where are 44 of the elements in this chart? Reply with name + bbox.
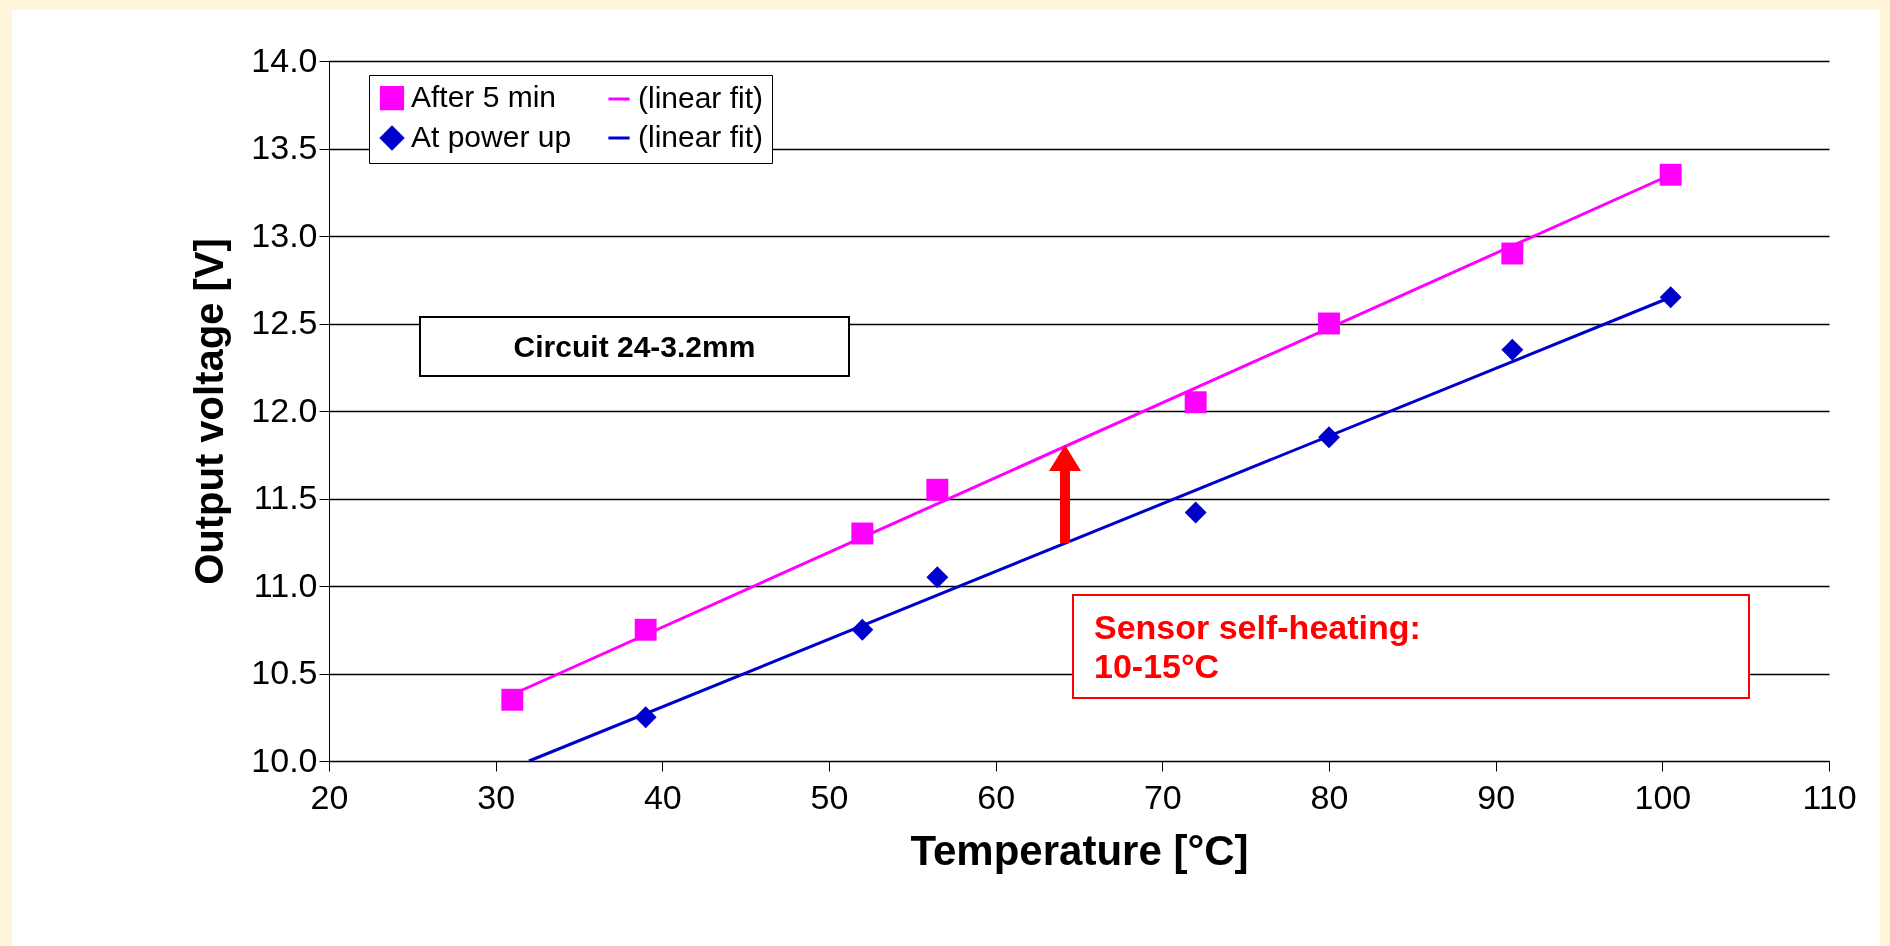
x-tick-label: 50 [810,777,849,816]
point [1659,163,1682,186]
point [634,706,657,729]
point [926,478,949,501]
x-axis-title: Temperature [°C] [910,826,1249,874]
x-tick-label: 40 [643,777,682,816]
point [851,522,874,545]
x-tick-label: 70 [1143,777,1182,816]
point [1501,338,1524,361]
point [1318,312,1340,335]
y-tick-label: 13.0 [251,215,318,254]
point [851,618,874,641]
note-box: Circuit 24-3.2mm [419,316,850,377]
point [501,688,524,711]
point [1318,426,1340,449]
y-tick-label: 11.5 [253,478,318,516]
point [634,618,657,641]
y-axis-title: Output voltage [V] [187,238,232,585]
point [1184,501,1207,524]
legend-label: At power up [411,120,572,153]
x-tick-label: 110 [1802,777,1857,816]
y-tick-label: 14.0 [251,40,318,79]
y-tick-label: 10.5 [251,653,318,691]
y-tick-label: 10.0 [251,740,318,779]
x-tick-label: 20 [310,777,349,816]
y-tick-label: 12.0 [251,390,318,429]
x-tick-label: 100 [1634,777,1692,816]
point [1184,391,1207,414]
annotation: Circuit 24-3.2mm [512,329,757,364]
x-tick-label: 80 [1310,777,1349,816]
point [926,566,949,589]
y-tick-label: 12.5 [251,303,318,341]
y-tick-label: 11.0 [253,565,318,604]
note-box: Sensor self-heating: 10-15°C [1072,594,1750,699]
point [1659,286,1682,309]
x-tick-label: 60 [977,777,1016,816]
point [1501,242,1524,265]
legend-label: (linear fit) [638,81,764,114]
y-tick-label: 13.5 [251,128,318,166]
annotation: Sensor self-heating: 10-15°C [1094,607,1422,686]
legend-label: After 5 min [411,80,557,114]
legend-label: (linear fit) [638,120,764,153]
x-tick-label: 30 [477,777,516,816]
x-tick-label: 90 [1477,777,1516,816]
